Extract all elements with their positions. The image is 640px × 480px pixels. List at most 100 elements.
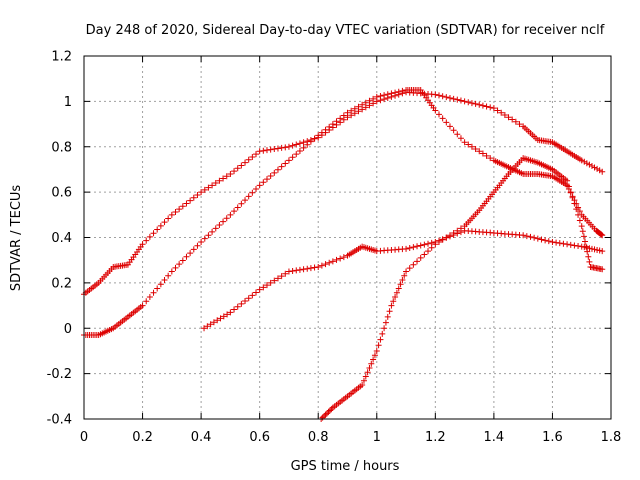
data-point [231,208,238,215]
data-point [260,179,267,186]
data-point [545,238,552,245]
data-point [443,94,450,101]
data-point [146,294,153,301]
data-point [328,406,335,413]
data-point [527,233,534,240]
data-point [410,261,417,268]
data-point [234,204,241,211]
y-tick-label: 1.2 [51,50,72,65]
data-point [565,183,572,190]
data-point [234,165,241,172]
y-tick-label: 0.6 [51,186,72,201]
data-point [556,240,563,247]
data-point [293,267,300,274]
data-point [271,146,278,153]
data-point [377,336,384,343]
data-point [187,250,194,257]
data-point [231,168,238,175]
data-point [271,169,278,176]
data-point [487,155,494,162]
data-point [296,266,303,273]
data-point [263,176,270,183]
data-point [212,180,219,187]
data-point [450,95,457,102]
data-point [417,242,424,249]
data-point [584,248,591,255]
data-point [581,158,588,165]
y-tick-label: 0 [64,322,72,337]
data-point [567,241,574,248]
data-point [245,193,252,200]
data-point [274,145,281,152]
data-point [207,321,214,328]
data-point [179,203,186,210]
data-point [461,98,468,105]
data-point [494,107,501,114]
data-point [194,191,201,198]
data-point [534,235,541,242]
data-point [168,211,175,218]
data-point [263,147,270,154]
data-point [260,284,267,291]
data-point [209,182,216,189]
data-point [454,227,461,234]
data-point [282,160,289,167]
data-point [282,270,289,277]
x-tick-label: 0.6 [249,430,270,445]
data-point [205,232,212,239]
data-point [465,99,472,106]
data-point [172,208,179,215]
data-point [274,275,281,282]
data-point [571,200,578,207]
data-point [599,266,606,273]
data-point [209,228,216,235]
data-point [417,254,424,261]
data-point [201,235,208,242]
data-point [223,173,230,180]
data-point [393,289,400,296]
data-point [384,91,391,98]
data-point [242,197,249,204]
data-point [395,88,402,95]
data-point [205,184,212,191]
y-tick-label: 0.2 [51,276,72,291]
data-point [300,139,307,146]
data-point [457,225,464,232]
data-point [231,306,238,313]
data-point [425,248,432,255]
data-point [443,234,450,241]
data-point [325,408,332,415]
data-point [245,156,252,163]
data-point [242,159,249,166]
data-point [210,319,217,326]
data-point [282,144,289,151]
data-point [576,208,583,215]
data-point [183,253,190,260]
data-point [483,103,490,110]
data-point [381,325,388,332]
data-point [172,264,179,271]
x-tick-label: 0.8 [308,430,329,445]
x-tick-label: 1.8 [601,430,622,445]
data-point [465,141,472,148]
data-point [311,264,318,271]
data-point [479,102,486,109]
data-point [576,217,583,224]
series-1 [81,89,606,298]
data-point [304,265,311,272]
data-point [300,144,307,151]
data-point [599,232,606,239]
data-point [421,251,428,258]
data-point [227,170,234,177]
data-point [579,228,586,235]
data-point [217,315,224,322]
data-point [549,239,556,246]
data-point [304,141,311,148]
data-point [359,101,366,108]
data-point [194,242,201,249]
data-point [263,282,270,289]
data-point [220,218,227,225]
data-point [476,148,483,155]
data-point [340,254,347,261]
data-point [586,245,593,252]
